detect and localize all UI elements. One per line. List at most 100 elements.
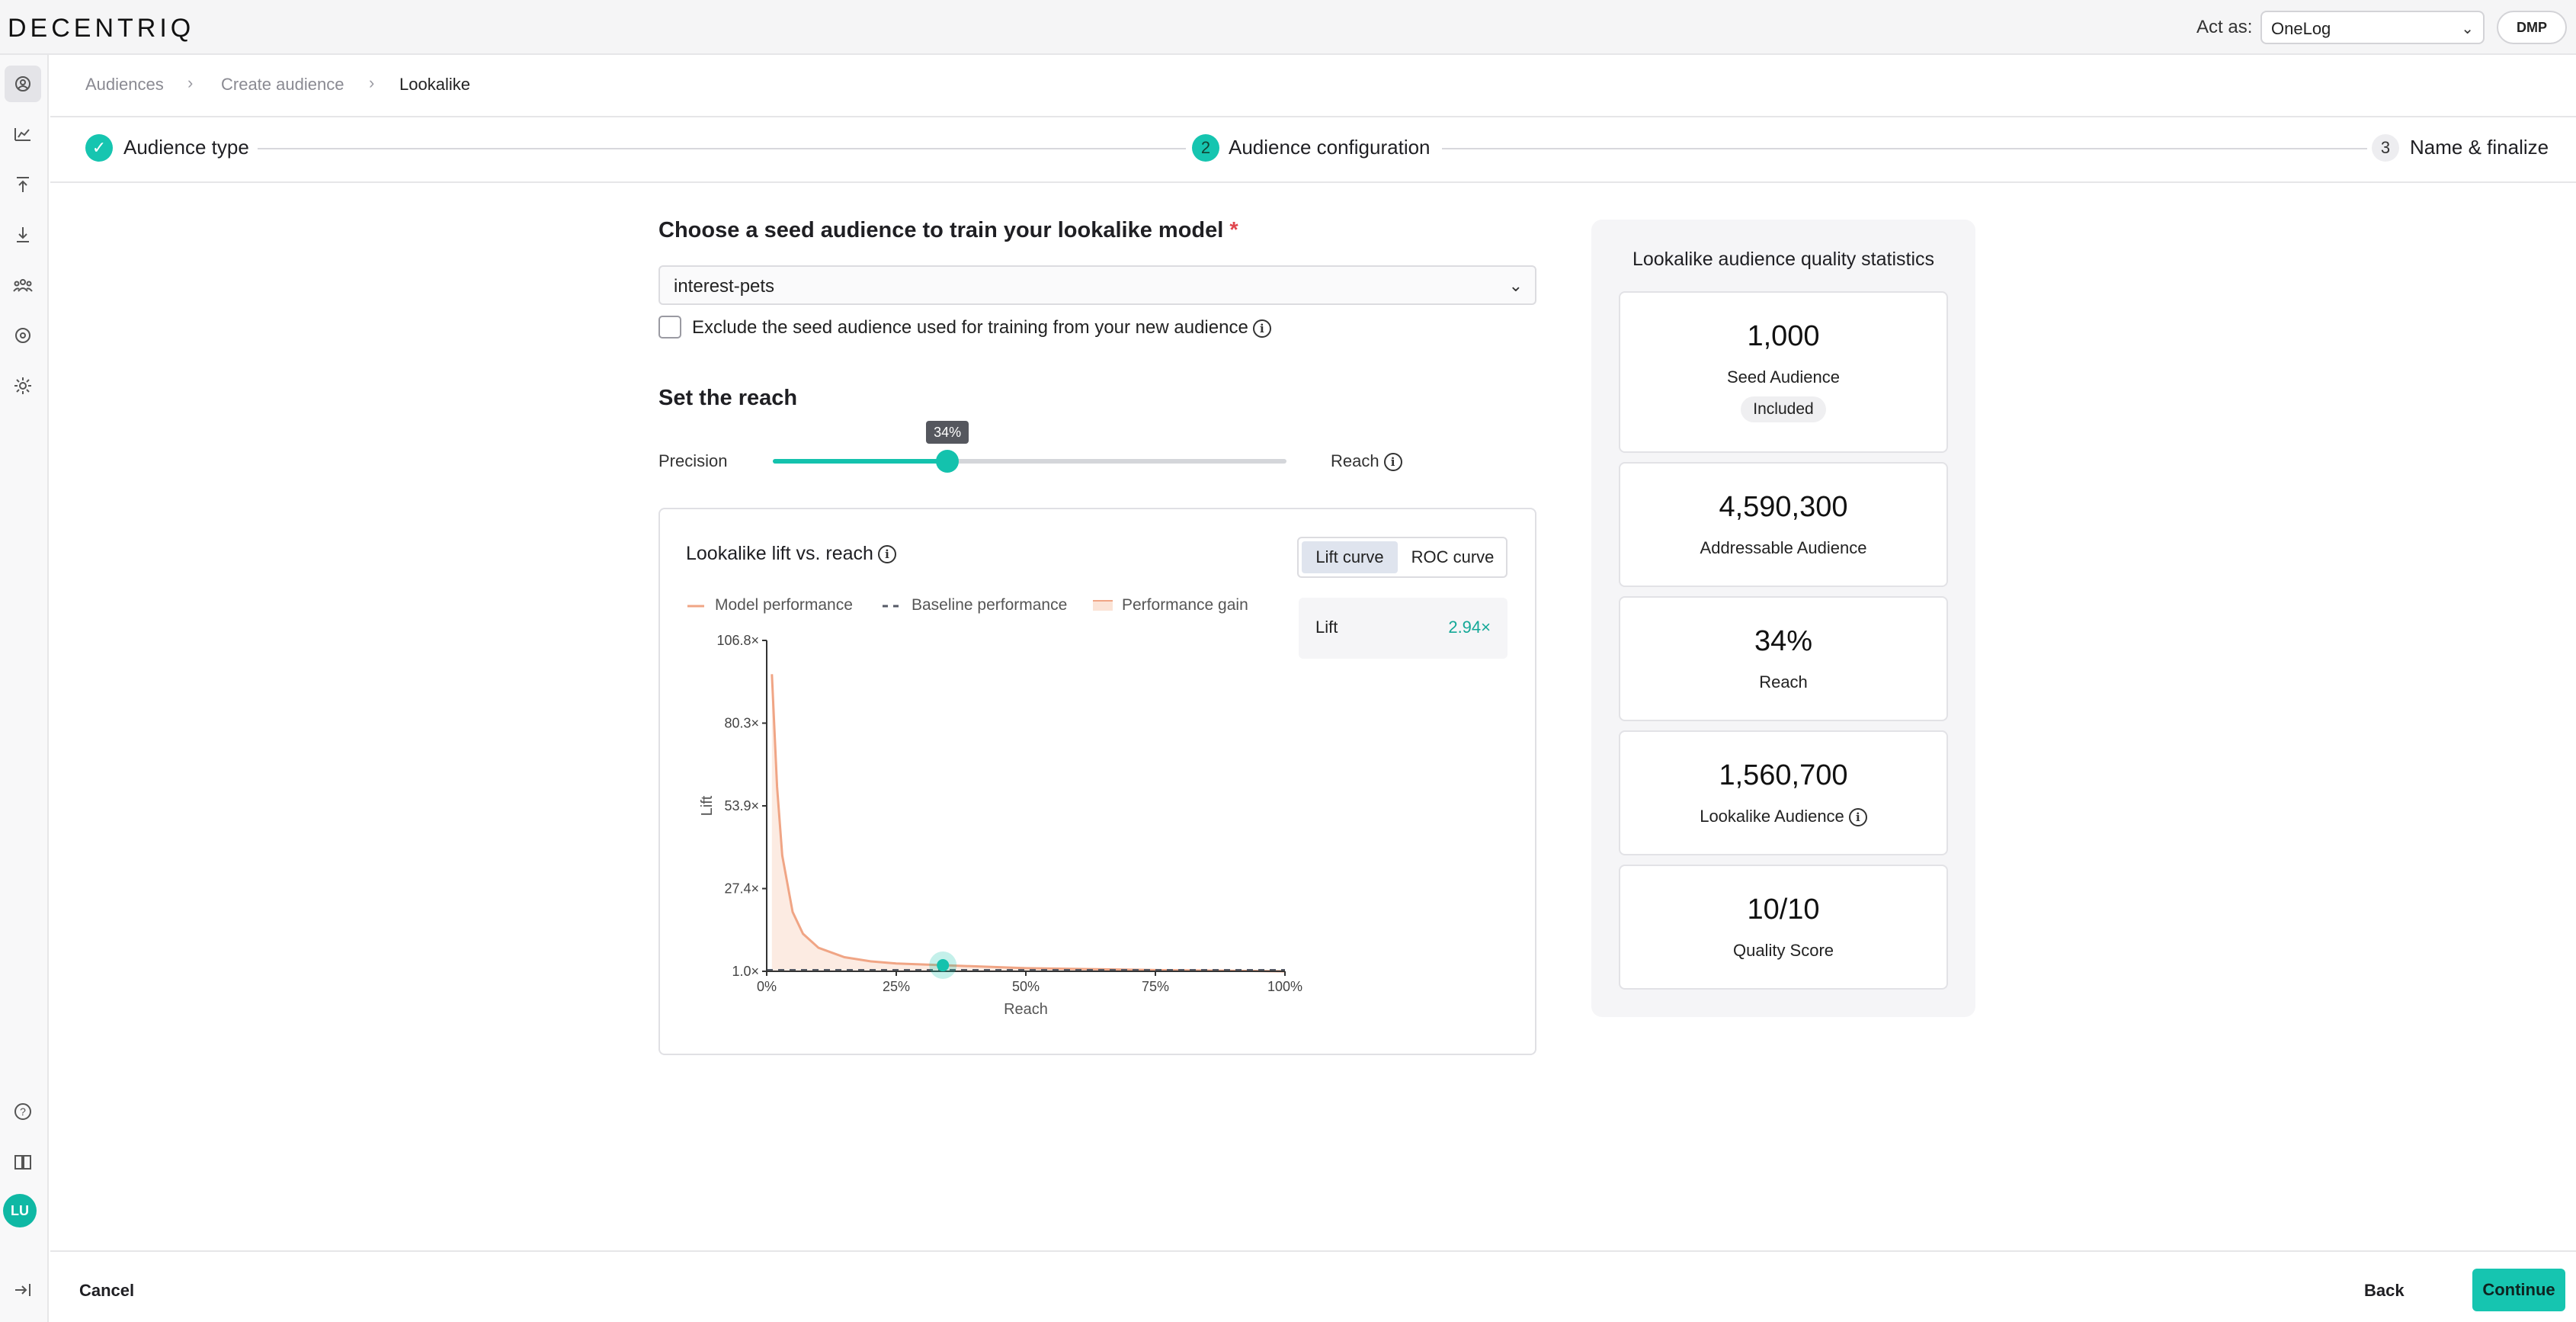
chevron-right-icon: › bbox=[369, 73, 375, 92]
y-tick-label: 106.8× bbox=[716, 633, 759, 648]
reach-label-text: Reach bbox=[1331, 451, 1379, 470]
avatar[interactable]: LU bbox=[3, 1194, 37, 1227]
sidebar-item-help[interactable]: ? bbox=[5, 1093, 41, 1130]
role-badge[interactable]: DMP bbox=[2497, 11, 2567, 44]
sidebar-item-logout[interactable] bbox=[5, 1272, 41, 1308]
breadcrumb-audiences[interactable]: Audiences bbox=[85, 75, 164, 94]
reach-marker bbox=[937, 959, 950, 972]
tab-roc-curve[interactable]: ROC curve bbox=[1411, 547, 1495, 566]
info-icon[interactable]: i bbox=[877, 545, 896, 564]
lift-value: 2.94× bbox=[1448, 618, 1491, 637]
info-icon[interactable]: i bbox=[1848, 808, 1867, 827]
y-tick-label: 1.0× bbox=[732, 964, 759, 979]
stat-card-lookalike-audience: 1,560,700 Lookalike Audience i bbox=[1619, 730, 1948, 855]
stat-card-addressable-audience: 4,590,300 Addressable Audience bbox=[1619, 462, 1948, 587]
check-icon: ✓ bbox=[85, 134, 113, 162]
back-button[interactable]: Back bbox=[2364, 1281, 2405, 1300]
info-icon[interactable]: i bbox=[1252, 319, 1271, 338]
sidebar-item-audiences[interactable] bbox=[5, 66, 41, 102]
users-icon bbox=[13, 279, 33, 292]
continue-button[interactable]: Continue bbox=[2472, 1269, 2565, 1311]
act-as-select[interactable]: OneLog ⌄ bbox=[2260, 11, 2485, 44]
top-bar: DECENTRIQ Act as: OneLog ⌄ DMP bbox=[0, 0, 2576, 55]
reach-slider[interactable]: 34% bbox=[773, 421, 1286, 473]
step-name-finalize[interactable]: Name & finalize bbox=[2410, 136, 2549, 159]
quality-statistics-panel: Lookalike audience quality statistics 1,… bbox=[1591, 220, 1975, 1017]
stat-value: 10/10 bbox=[1747, 894, 1820, 926]
act-as-label: Act as: bbox=[2196, 17, 2253, 37]
step-audience-configuration[interactable]: Audience configuration bbox=[1229, 136, 1431, 159]
chart-title-text: Lookalike lift vs. reach bbox=[686, 543, 873, 564]
breadcrumb-create-audience[interactable]: Create audience bbox=[221, 75, 344, 94]
chart-tabs: Lift curve ROC curve bbox=[1297, 537, 1507, 578]
legend-baseline-performance: Baseline performance bbox=[883, 596, 1067, 614]
exclude-seed-checkbox[interactable] bbox=[658, 316, 681, 339]
book-icon bbox=[14, 1155, 31, 1170]
sidebar-item-connections[interactable] bbox=[5, 317, 41, 354]
stepper: ✓ Audience type 2 Audience configuration… bbox=[50, 119, 2576, 183]
seed-audience-title-text: Choose a seed audience to train your loo… bbox=[658, 218, 1224, 242]
breadcrumb-lookalike: Lookalike bbox=[399, 75, 470, 94]
gear-icon bbox=[14, 377, 31, 394]
tab-lift-curve[interactable]: Lift curve bbox=[1302, 541, 1398, 573]
stat-card-reach: 34% Reach bbox=[1619, 596, 1948, 721]
info-icon[interactable]: i bbox=[1383, 453, 1402, 472]
decentriq-logo[interactable]: DECENTRIQ bbox=[8, 14, 195, 43]
insights-icon bbox=[14, 128, 30, 141]
chevron-right-icon: › bbox=[187, 73, 194, 92]
step-audience-type[interactable]: Audience type bbox=[123, 136, 249, 159]
audiences-icon bbox=[15, 76, 30, 91]
x-tick-label: 75% bbox=[1142, 979, 1169, 994]
stat-label: Reach bbox=[1759, 672, 1808, 691]
y-tick-label: 80.3× bbox=[724, 716, 759, 731]
footer: Cancel Back Continue bbox=[50, 1250, 2576, 1322]
y-tick-label: 27.4× bbox=[724, 881, 759, 897]
legend-swatch-gain bbox=[1093, 600, 1113, 611]
help-icon: ? bbox=[14, 1103, 31, 1120]
sidebar-item-users[interactable] bbox=[5, 267, 41, 303]
stat-value: 34% bbox=[1754, 625, 1813, 657]
performance-gain-area bbox=[771, 674, 1285, 971]
precision-label: Precision bbox=[658, 451, 728, 470]
stat-card-seed-audience: 1,000 Seed Audience Included bbox=[1619, 291, 1948, 453]
seed-audience-title: Choose a seed audience to train your loo… bbox=[658, 218, 1238, 243]
step-connector bbox=[1442, 148, 2367, 149]
y-axis-label: Lift bbox=[699, 795, 716, 816]
seed-audience-select[interactable]: interest-pets ⌄ bbox=[658, 265, 1536, 305]
sidebar-item-insights[interactable] bbox=[5, 116, 41, 152]
stat-card-quality-score: 10/10 Quality Score bbox=[1619, 865, 1948, 990]
lift-readout: Lift 2.94× bbox=[1299, 598, 1507, 659]
reach-label: Reach i bbox=[1331, 451, 1402, 472]
chevron-down-icon: ⌄ bbox=[2461, 21, 2474, 37]
lift-chart-plot[interactable]: 106.8× 80.3× 53.9× 27.4× 1.0×0% 25% 50% 75% 100%… bbox=[660, 509, 1535, 1054]
required-mark: * bbox=[1229, 218, 1238, 242]
step-connector bbox=[258, 148, 1186, 149]
sidebar: ? LU bbox=[0, 55, 49, 1322]
cancel-button[interactable]: Cancel bbox=[79, 1281, 135, 1300]
lift-chart-card: Lookalike lift vs. reach i Lift curve ROC… bbox=[658, 508, 1536, 1055]
exclude-seed-label: Exclude the seed audience used for train… bbox=[692, 317, 1271, 339]
x-tick-label: 25% bbox=[883, 979, 910, 994]
act-as-value: OneLog bbox=[2271, 19, 2331, 38]
x-tick-label: 100% bbox=[1267, 979, 1302, 994]
sidebar-item-docs[interactable] bbox=[5, 1144, 41, 1180]
sidebar-item-upload[interactable] bbox=[5, 166, 41, 203]
stat-label: Addressable Audience bbox=[1700, 538, 1867, 557]
stat-label-text: Lookalike Audience bbox=[1700, 807, 1844, 826]
y-tick-label: 53.9× bbox=[724, 798, 759, 813]
stats-title: Lookalike audience quality statistics bbox=[1632, 249, 1935, 270]
exclude-seed-label-text: Exclude the seed audience used for train… bbox=[692, 317, 1248, 338]
stat-label: Lookalike Audience i bbox=[1620, 807, 1946, 827]
reach-title: Set the reach bbox=[658, 386, 798, 410]
sidebar-item-settings[interactable] bbox=[5, 367, 41, 404]
x-tick-label: 50% bbox=[1012, 979, 1040, 994]
reach-slider-fill bbox=[773, 459, 948, 464]
reach-slider-handle[interactable] bbox=[936, 450, 960, 473]
legend-gain-label: Performance gain bbox=[1122, 596, 1248, 614]
stat-value: 1,560,700 bbox=[1719, 759, 1848, 791]
logout-icon bbox=[15, 1284, 30, 1296]
chart-title: Lookalike lift vs. reach i bbox=[686, 543, 896, 565]
reach-slider-tooltip: 34% bbox=[926, 421, 969, 444]
sidebar-item-download[interactable] bbox=[5, 217, 41, 253]
legend-performance-gain: Performance gain bbox=[1093, 596, 1248, 614]
